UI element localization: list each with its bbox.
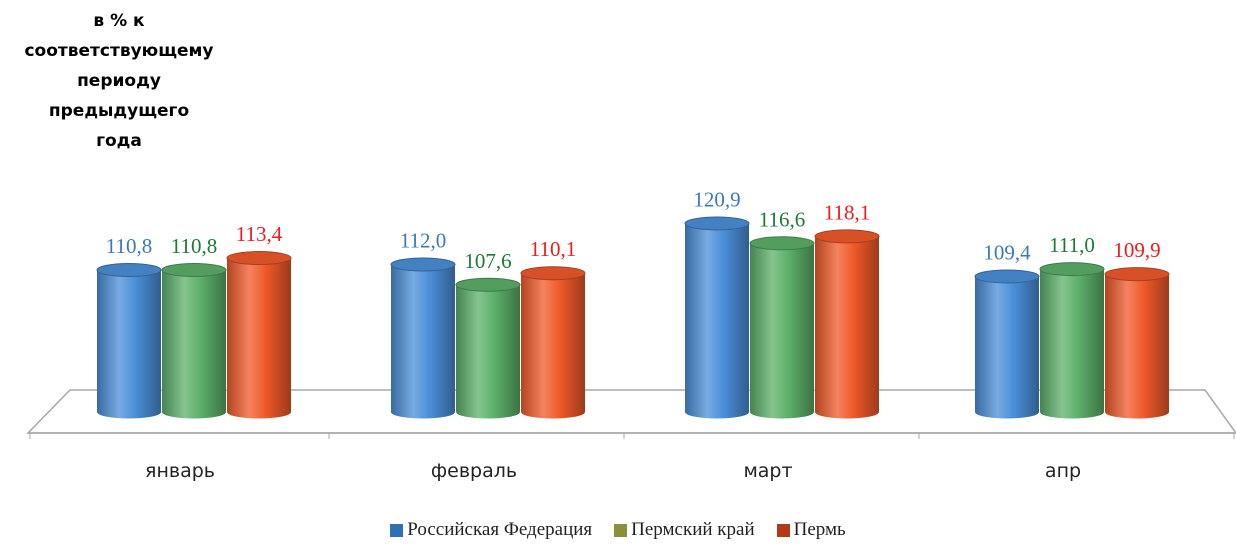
bar-top-2-1 — [749, 236, 815, 251]
x-tick-label-1: февраль — [431, 460, 517, 482]
bar-body-2-1 — [750, 243, 814, 419]
legend-item-perm: Пермь — [776, 519, 846, 541]
bar-top-0-1 — [161, 263, 227, 278]
data-label-0-1: 110,8 — [171, 234, 217, 258]
bar-3-1 — [1039, 262, 1105, 419]
data-label-0-2: 113,4 — [236, 222, 283, 246]
data-label-2-0: 120,9 — [693, 187, 740, 211]
bar-3-0 — [974, 269, 1040, 419]
bar-2-2 — [814, 229, 880, 419]
bar-body-2-0 — [685, 223, 749, 419]
legend-label-perm: Пермь — [793, 519, 846, 540]
bar-0-1 — [161, 263, 227, 419]
bar-top-3-2 — [1104, 267, 1170, 282]
legend-swatch-rf — [390, 523, 404, 537]
bar-top-2-0 — [684, 216, 750, 231]
bar-body-0-0 — [97, 270, 161, 419]
bar-top-3-0 — [974, 269, 1040, 284]
bar-top-1-0 — [390, 257, 456, 272]
legend-swatch-perm-krai — [614, 523, 628, 537]
bar-0-0 — [96, 263, 162, 419]
x-tick-label-0: январь — [145, 460, 215, 482]
bar-top-1-1 — [455, 277, 521, 292]
bar-body-2-2 — [815, 236, 879, 419]
bar-top-2-2 — [814, 229, 880, 244]
legend-swatch-perm — [776, 523, 790, 537]
bar-0-2 — [226, 251, 292, 419]
data-label-0-0: 110,8 — [106, 234, 152, 258]
bar-3-2 — [1104, 267, 1170, 419]
data-label-3-1: 111,0 — [1049, 233, 1095, 257]
bar-top-0-2 — [226, 251, 292, 266]
data-label-2-1: 116,6 — [759, 207, 805, 231]
data-label-1-2: 110,1 — [530, 237, 576, 261]
data-label-3-0: 109,4 — [983, 240, 1031, 264]
bar-2-0 — [684, 216, 750, 419]
bar-body-0-2 — [227, 258, 291, 419]
bar-body-1-0 — [391, 264, 455, 419]
bar-1-1 — [455, 277, 521, 419]
bar-body-3-1 — [1040, 269, 1104, 419]
bar-body-1-2 — [521, 273, 585, 419]
legend: Российская Федерация Пермский край Пермь — [0, 519, 1236, 541]
bar-top-3-1 — [1039, 262, 1105, 277]
x-tick-label-3: апр — [1045, 460, 1081, 482]
data-label-1-1: 107,6 — [464, 249, 511, 273]
bar-body-0-1 — [162, 270, 226, 419]
y-axis-label: в % к соответствующему периоду предыдуще… — [24, 11, 214, 151]
bar-body-1-1 — [456, 284, 520, 419]
legend-item-perm-krai: Пермский край — [614, 519, 755, 541]
bar-body-3-2 — [1105, 274, 1169, 419]
data-label-1-0: 112,0 — [400, 228, 446, 252]
bar-body-3-0 — [975, 276, 1039, 419]
bar-2-1 — [749, 236, 815, 419]
legend-item-rf: Российская Федерация — [390, 519, 592, 541]
legend-label-rf: Российская Федерация — [407, 519, 593, 540]
plot-area: январь февраль март апр 110,8 110,8 113,4 112,0… — [26, 187, 1236, 482]
data-label-2-2: 118,1 — [824, 200, 870, 224]
bar-top-0-0 — [96, 263, 162, 278]
legend-label-perm-krai: Пермский край — [631, 519, 755, 540]
bar-1-2 — [520, 266, 586, 419]
data-label-3-2: 109,9 — [1113, 238, 1160, 262]
bar-1-0 — [390, 257, 456, 419]
bar-top-1-2 — [520, 266, 586, 281]
x-tick-label-2: март — [743, 460, 792, 482]
